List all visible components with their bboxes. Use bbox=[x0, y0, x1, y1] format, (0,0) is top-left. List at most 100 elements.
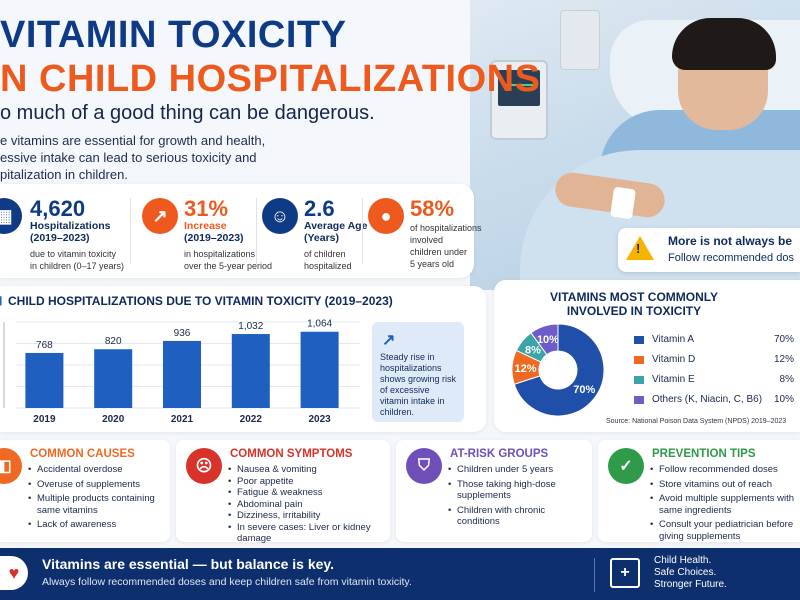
bar bbox=[94, 349, 133, 408]
warning-text: Follow recommended dos bbox=[668, 252, 794, 264]
list-item: Multiple products containing same vitami… bbox=[28, 493, 168, 516]
x-tick-label: 2021 bbox=[171, 414, 194, 425]
wall-device bbox=[560, 10, 600, 70]
card-list: Children under 5 years Those taking high… bbox=[448, 464, 588, 531]
card-title: AT-RISK GROUPS bbox=[450, 448, 549, 460]
donut-chart: 70% 12% 8%10% bbox=[511, 323, 605, 417]
page-title-line2: N CHILD HOSPITALIZATIONS bbox=[0, 58, 541, 100]
card-common-causes: ◧ COMMON CAUSES Accidental overdose Over… bbox=[0, 440, 170, 542]
person-icon: ● bbox=[368, 198, 404, 234]
x-tick-label: 2022 bbox=[240, 414, 263, 425]
list-item: Avoid multiple supplements with same ing… bbox=[650, 493, 798, 516]
donut-slice bbox=[513, 323, 605, 417]
list-item: In severe cases: Liver or kidney damage bbox=[228, 522, 384, 545]
divider bbox=[256, 198, 257, 264]
list-item: Children under 5 years bbox=[448, 464, 588, 476]
x-tick-label: 2023 bbox=[308, 414, 331, 425]
warning-title: More is not always be bbox=[668, 234, 793, 248]
iv-bandage bbox=[610, 186, 636, 220]
card-title: COMMON CAUSES bbox=[30, 448, 135, 460]
list-item: Poor appetite bbox=[228, 476, 384, 488]
source-note: Source: National Poison Data System (NPD… bbox=[606, 418, 787, 425]
donut-title: VITAMINS MOST COMMONLY INVOLVED IN TOXICI… bbox=[550, 290, 718, 318]
stat-value: 58% bbox=[410, 196, 455, 221]
card-title: PREVENTION TIPS bbox=[652, 448, 756, 460]
stat-desc: in hospitalizations over the 5-year perio… bbox=[184, 249, 273, 271]
slice-label: 12% bbox=[515, 363, 537, 375]
legend-swatch bbox=[634, 396, 644, 404]
intro-text: e vitamins are essential for growth and … bbox=[0, 133, 266, 182]
divider bbox=[362, 198, 363, 264]
page-title-line1: VITAMIN TOXICITY bbox=[0, 14, 347, 56]
bar-chart-panel: ▮ CHILD HOSPITALIZATIONS DUE TO VITAMIN … bbox=[0, 286, 486, 432]
footer-banner: ♥ Vitamins are essential — but balance i… bbox=[0, 548, 800, 600]
legend-item: Others (K, Niacin, C, B6) 10% bbox=[634, 392, 800, 412]
page-subtitle: o much of a good thing can be dangerous. bbox=[0, 102, 375, 124]
donut-legend: Vitamin A 70% Vitamin D 12% Vitamin E 8% Ot… bbox=[634, 332, 800, 412]
donut-slice bbox=[530, 323, 559, 356]
legend-item: Vitamin D 12% bbox=[634, 352, 800, 372]
trend-text: Steady rise in hospitalizations shows gr… bbox=[380, 352, 457, 417]
hospital-icon: + bbox=[610, 558, 640, 588]
footer-headline: Vitamins are essential — but balance is … bbox=[42, 556, 335, 572]
donut-chart-panel: VITAMINS MOST COMMONLY INVOLVED IN TOXICI… bbox=[494, 280, 800, 432]
trend-up-icon: ↗ bbox=[382, 332, 396, 349]
stat-value: 31% bbox=[184, 196, 229, 221]
slice-label: 70% bbox=[573, 384, 595, 396]
list-item: Nausea & vomiting bbox=[228, 464, 384, 476]
bar-value-label: 820 bbox=[105, 336, 122, 347]
x-tick-label: 2020 bbox=[102, 414, 125, 425]
card-list: Follow recommended doses Store vitamins … bbox=[650, 464, 798, 545]
pill-bottle-icon: ◧ bbox=[0, 448, 22, 484]
legend-swatch bbox=[634, 356, 644, 364]
list-item: Those taking high-dose supplements bbox=[448, 479, 588, 502]
list-item: Dizziness, irritability bbox=[228, 510, 384, 522]
stat-label: Average Age (Years) bbox=[304, 220, 368, 244]
bar bbox=[25, 352, 64, 408]
stat-label: Increase (2019–2023) bbox=[184, 220, 244, 244]
family-shield-icon: ⛉ bbox=[406, 448, 442, 484]
bar-value-label: 768 bbox=[36, 340, 53, 351]
slice-label: 8% bbox=[525, 344, 541, 356]
stat-desc: of hospitalizations involved children unde… bbox=[410, 223, 482, 269]
stat-desc: due to vitamin toxicity in children (0–17… bbox=[30, 249, 125, 271]
card-at-risk-groups: ⛉ AT-RISK GROUPS Children under 5 years … bbox=[396, 440, 592, 542]
bar bbox=[163, 340, 201, 408]
sick-child-icon: ☹ bbox=[186, 448, 222, 484]
list-item: Fatigue & weakness bbox=[228, 487, 384, 499]
hospital-icon: ▦ bbox=[0, 198, 22, 234]
footer-tagline: Child Health. Safe Choices. Stronger Futur… bbox=[654, 555, 727, 590]
card-list: Accidental overdose Overuse of supplemen… bbox=[28, 464, 168, 534]
heart-icon: ♥ bbox=[0, 556, 28, 590]
shield-check-icon: ✓ bbox=[608, 448, 644, 484]
divider bbox=[594, 558, 595, 592]
warning-callout: ! More is not always be Follow recommend… bbox=[618, 228, 800, 272]
list-item: Children with chronic conditions bbox=[448, 505, 588, 528]
chart-icon: ▮ bbox=[0, 293, 3, 307]
card-list: Nausea & vomiting Poor appetite Fatigue … bbox=[228, 464, 384, 545]
stat-label: Hospitalizations (2019–2023) bbox=[30, 220, 111, 244]
x-tick-label: 2019 bbox=[33, 414, 56, 425]
list-item: Abdominal pain bbox=[228, 499, 384, 511]
legend-item: Vitamin E 8% bbox=[634, 372, 800, 392]
divider bbox=[130, 198, 131, 264]
card-common-symptoms: ☹ COMMON SYMPTOMS Nausea & vomiting Poor… bbox=[176, 440, 390, 545]
legend-item: Vitamin A 70% bbox=[634, 332, 800, 352]
stats-strip: ▦ 4,620 Hospitalizations (2019–2023) due … bbox=[0, 184, 482, 278]
chart-title: CHILD HOSPITALIZATIONS DUE TO VITAMIN TO… bbox=[8, 294, 393, 308]
list-item: Accidental overdose bbox=[28, 464, 168, 476]
bar bbox=[231, 334, 270, 408]
list-item: Follow recommended doses bbox=[650, 464, 798, 476]
warning-icon bbox=[626, 236, 654, 260]
list-item: Consult your pediatrician before giving … bbox=[650, 519, 798, 542]
trend-callout: ↗ Steady rise in hospitalizations shows … bbox=[372, 322, 464, 422]
footer-text: Always follow recommended doses and keep… bbox=[42, 576, 412, 588]
list-item: Lack of awareness bbox=[28, 519, 168, 531]
bar bbox=[300, 331, 339, 408]
card-title: COMMON SYMPTOMS bbox=[230, 448, 353, 460]
bar-value-label: 1,032 bbox=[238, 321, 263, 332]
bar-value-label: 1,064 bbox=[307, 319, 332, 330]
bar-chart: 768 2019 820 2020 936 2021 1,032 2022 1,064 2023 bbox=[3, 319, 360, 425]
slice-label: 10% bbox=[537, 334, 559, 346]
list-item: Overuse of supplements bbox=[28, 479, 168, 491]
